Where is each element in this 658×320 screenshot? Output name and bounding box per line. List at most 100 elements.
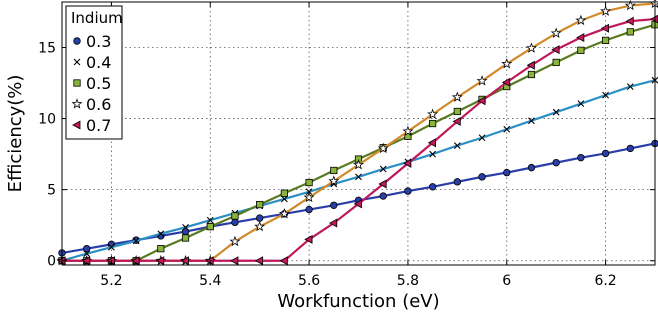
data-point	[255, 214, 264, 222]
data-point	[231, 212, 239, 220]
data-point	[575, 14, 587, 26]
data-point	[403, 158, 412, 168]
marker-stroke	[108, 243, 115, 251]
data-point	[280, 189, 288, 197]
data-point	[182, 223, 189, 231]
data-point	[206, 223, 214, 231]
data-point	[601, 149, 610, 158]
legend-entry-label: 0.4	[86, 53, 111, 72]
data-point	[328, 175, 340, 186]
legend-marker	[73, 58, 81, 66]
data-point	[305, 205, 313, 214]
legend-marker	[73, 79, 81, 87]
data-point	[330, 201, 338, 209]
data-point	[328, 218, 338, 228]
series-0.4	[58, 76, 658, 265]
marker-stroke	[552, 108, 560, 116]
data-point	[131, 256, 140, 266]
x-tick-label: 5.2	[100, 273, 122, 289]
data-point	[230, 256, 239, 266]
series-line	[62, 17, 656, 262]
data-point	[476, 75, 488, 86]
data-point	[600, 5, 612, 16]
marker-stroke	[577, 100, 585, 108]
marker-stroke	[132, 237, 140, 245]
data-point	[552, 108, 560, 116]
y-axis-label: Efficiency(%)	[5, 75, 26, 193]
data-point	[577, 46, 585, 54]
data-point	[231, 218, 239, 227]
grid	[62, 2, 655, 265]
data-point	[601, 36, 610, 44]
data-point	[429, 119, 437, 128]
legend-entry-label: 0.6	[86, 95, 111, 114]
data-point	[478, 173, 486, 181]
data-point	[379, 192, 387, 200]
data-point	[600, 23, 609, 33]
y-tick-label: 15	[38, 40, 56, 56]
data-point	[626, 83, 634, 90]
data-point	[206, 216, 214, 224]
plot-frame	[61, 1, 656, 266]
legend: Indium 0.3 0.4 0.5 0.6 0.7	[65, 5, 123, 140]
legend-marker	[72, 120, 81, 130]
data-point	[501, 58, 513, 69]
data-point	[453, 107, 461, 116]
x-axis-label: Workfunction (eV)	[277, 291, 439, 312]
data-point	[83, 250, 91, 258]
data-point	[155, 256, 165, 266]
data-point	[81, 256, 91, 266]
marker-stroke	[157, 230, 165, 238]
data-point	[452, 116, 461, 126]
data-point	[402, 125, 414, 137]
data-point	[552, 58, 560, 67]
y-tick-label: 0	[47, 254, 56, 270]
data-point	[304, 234, 313, 244]
data-point	[377, 142, 389, 154]
data-point	[353, 199, 362, 209]
data-point	[254, 256, 264, 266]
y-tick-label: 10	[38, 112, 56, 128]
x-tick-label: 6.2	[594, 273, 616, 289]
marker-stroke	[206, 216, 214, 224]
x-tick-label: 5.8	[397, 273, 419, 289]
legend-marker	[73, 37, 81, 45]
marker-stroke	[453, 142, 461, 149]
data-point	[503, 125, 511, 133]
data-point	[427, 138, 437, 148]
series-line	[62, 2, 656, 262]
data-point	[353, 159, 364, 170]
data-point	[626, 28, 634, 36]
data-point	[453, 178, 462, 186]
data-point	[477, 96, 486, 106]
data-point	[550, 27, 562, 38]
marker-stroke	[379, 165, 387, 173]
series-layer	[56, 0, 658, 266]
data-point	[404, 187, 412, 195]
data-point	[229, 235, 241, 247]
marker-stroke	[182, 223, 189, 231]
data-point	[157, 245, 165, 253]
data-point	[157, 230, 165, 238]
x-tick-label: 6	[502, 273, 511, 289]
data-point	[551, 45, 560, 55]
series-line	[61, 79, 656, 262]
data-point	[379, 165, 387, 173]
data-point	[256, 200, 264, 209]
data-point	[83, 244, 91, 253]
legend-entry-label: 0.3	[86, 32, 111, 51]
data-point	[552, 158, 560, 167]
data-point	[305, 178, 313, 187]
data-point	[330, 166, 338, 175]
x-tick-label: 5.6	[298, 273, 320, 289]
marker-stroke	[626, 83, 634, 90]
data-point	[132, 237, 140, 245]
data-point	[577, 100, 585, 108]
series-line	[62, 23, 656, 262]
marker-stroke	[83, 250, 91, 258]
marker-stroke	[478, 134, 486, 142]
series-0.5	[58, 21, 658, 265]
data-point	[428, 183, 437, 191]
data-point	[625, 16, 634, 26]
legend-entry-label: 0.5	[86, 74, 111, 93]
